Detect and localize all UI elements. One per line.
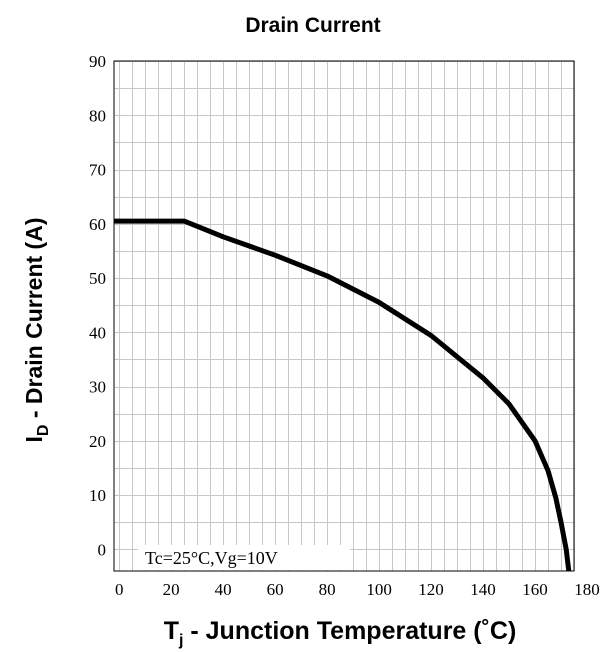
x-tick-label: 180 (574, 580, 600, 599)
x-tick-label: 80 (319, 580, 336, 599)
x-tick-label: 60 (267, 580, 284, 599)
grid-lines (114, 61, 575, 571)
x-tick-labels: 0 20 40 60 80 100 120 140 160 180 (115, 580, 600, 599)
drain-current-curve (114, 218, 572, 572)
y-tick-label: 90 (89, 52, 106, 71)
y-tick-label: 60 (89, 215, 106, 234)
plot-area-border (113, 60, 575, 572)
x-tick-label: 160 (522, 580, 548, 599)
x-tick-label: 0 (115, 580, 124, 599)
x-tick-label: 40 (215, 580, 232, 599)
y-tick-label: 80 (89, 106, 106, 125)
y-tick-label: 10 (89, 486, 106, 505)
x-tick-label: 140 (470, 580, 496, 599)
y-tick-label: 70 (89, 161, 106, 180)
x-tick-label: 100 (366, 580, 392, 599)
y-tick-label: 50 (89, 269, 106, 288)
y-tick-label: 20 (89, 432, 106, 451)
annotation-box (138, 545, 350, 570)
y-tick-label: 40 (89, 323, 106, 342)
x-axis-label: Tj - Junction Temperature (˚C) (164, 617, 517, 649)
y-axis-label: ID - Drain Current (A) (21, 218, 52, 443)
x-tick-label: 120 (418, 580, 444, 599)
chart-title: Drain Current (245, 14, 380, 37)
x-tick-label: 20 (163, 580, 180, 599)
y-tick-label: 30 (89, 378, 106, 397)
y-tick-labels: 0 10 20 30 40 50 60 70 80 90 (89, 52, 106, 559)
test-condition-annotation: Tc=25°C,Vg=10V (145, 548, 278, 568)
y-tick-label: 0 (98, 540, 107, 559)
